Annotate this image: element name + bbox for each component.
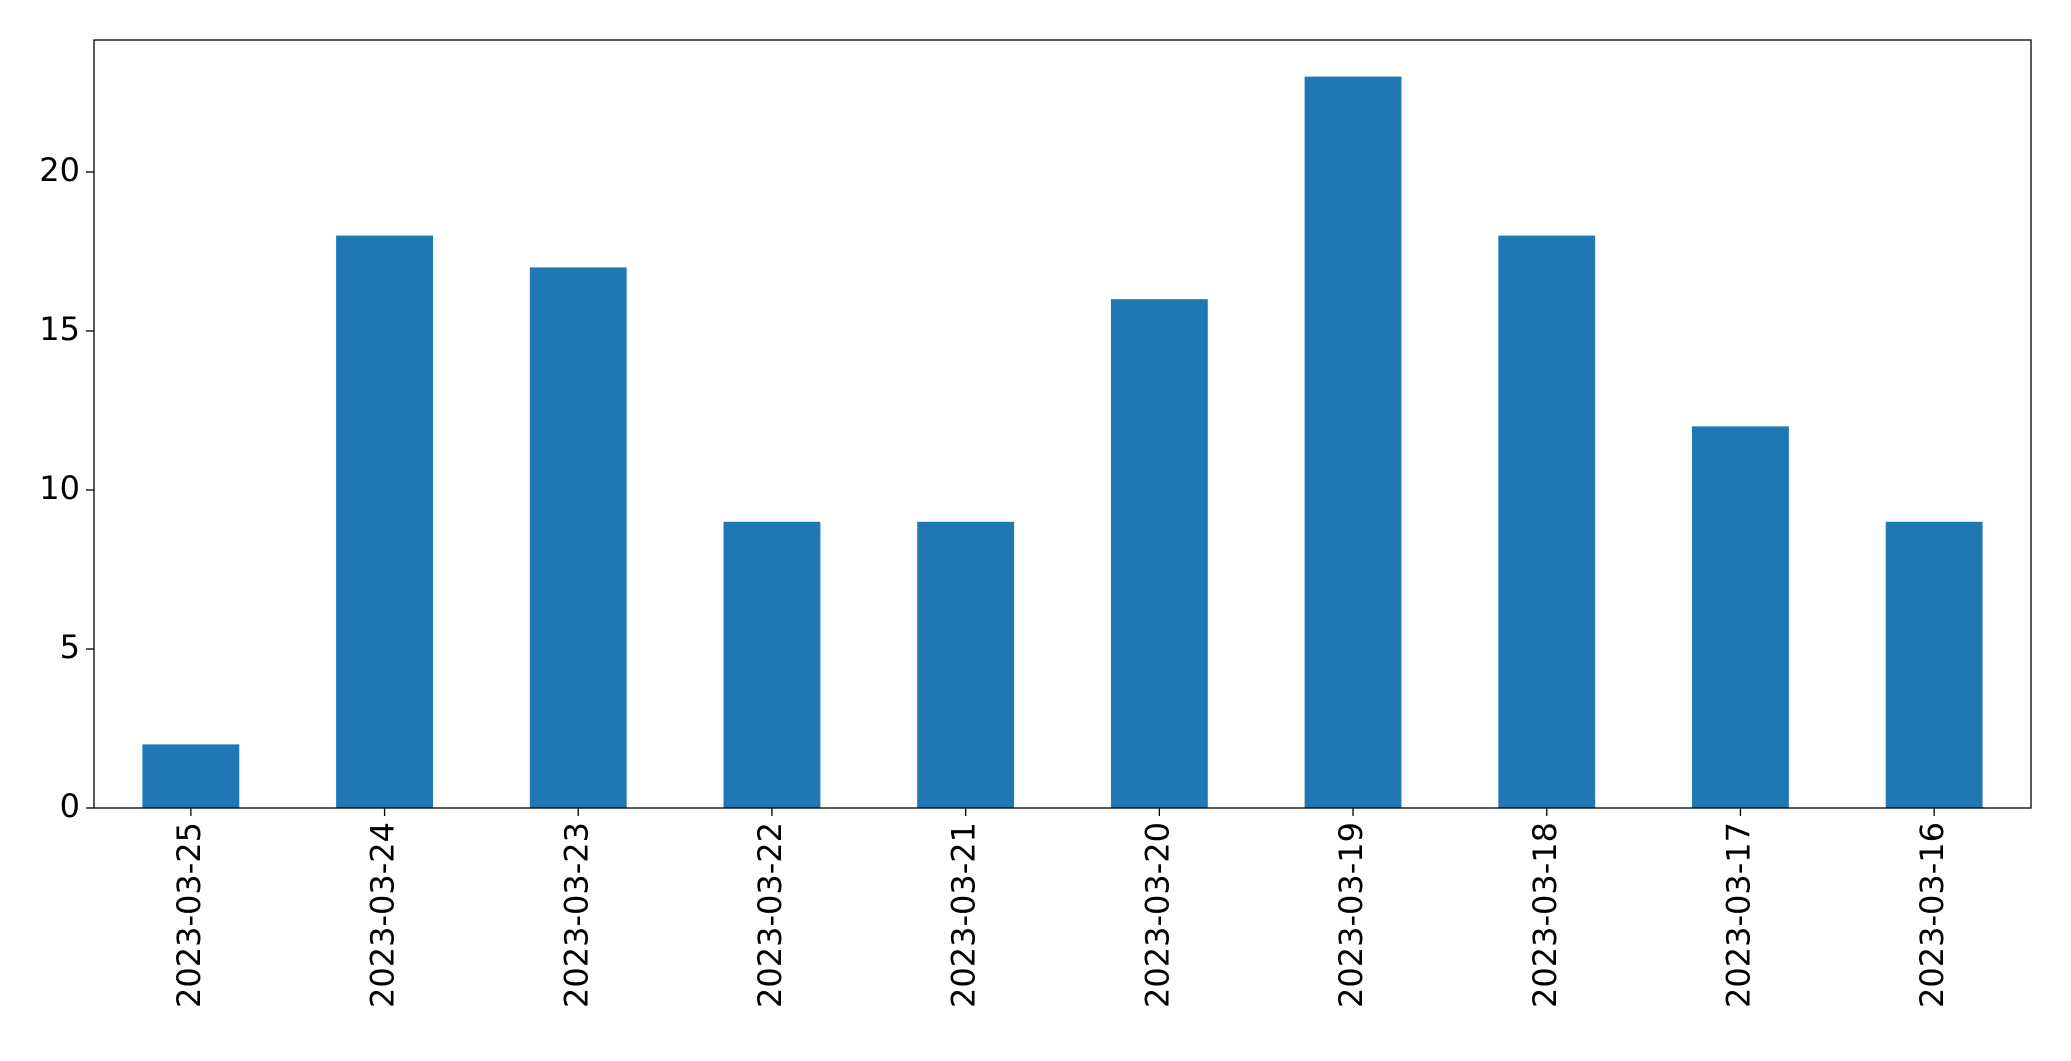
x-tick-label: 2023-03-20 [1138, 822, 1176, 1008]
y-tick-label: 10 [39, 469, 80, 507]
x-tick-label: 2023-03-18 [1526, 822, 1564, 1008]
bar [336, 235, 433, 808]
bar [1498, 235, 1596, 808]
x-tick-label: 2023-03-23 [557, 822, 595, 1008]
x-tick-label: 2023-03-16 [1913, 822, 1951, 1008]
bar [142, 744, 240, 808]
y-tick-label: 0 [60, 787, 80, 825]
bar [723, 521, 821, 808]
bar [1110, 299, 1208, 808]
y-tick-label: 5 [60, 628, 80, 666]
plot-frame [93, 39, 2032, 809]
bar [917, 521, 1015, 808]
bar [1692, 426, 1789, 808]
x-tick-label: 2023-03-19 [1332, 822, 1370, 1008]
x-tick-label: 2023-03-24 [364, 822, 402, 1008]
x-tick-label: 2023-03-17 [1719, 822, 1757, 1008]
y-tick-label: 20 [39, 151, 80, 189]
bar [1885, 521, 1983, 808]
x-tick-label: 2023-03-25 [170, 822, 208, 1008]
bar [529, 267, 627, 808]
x-tick-label: 2023-03-21 [945, 822, 983, 1008]
bar [1304, 76, 1402, 809]
y-tick-label: 15 [39, 310, 80, 348]
x-tick-label: 2023-03-22 [751, 822, 789, 1008]
